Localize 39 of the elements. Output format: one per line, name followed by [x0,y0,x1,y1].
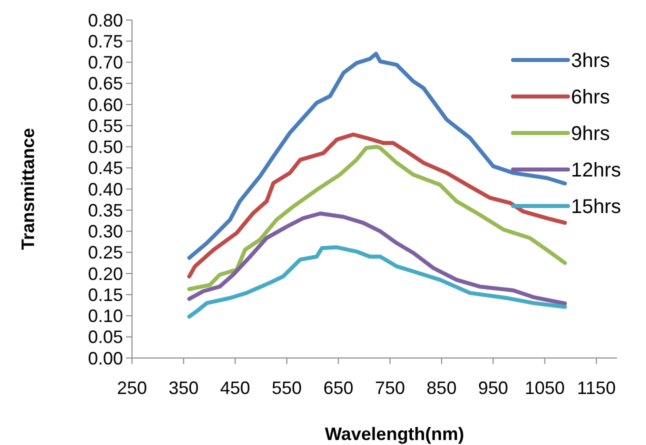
y-tick-label: 0.25 [88,242,123,263]
x-tick-label: 1050 [524,378,565,398]
y-tick-label: 0.20 [88,264,123,284]
legend-label: 12hrs [571,160,622,182]
y-tick-label: 0.70 [88,52,123,73]
line-series [187,212,567,306]
legend-label: 6hrs [571,86,610,108]
x-tick-label: 350 [168,378,199,398]
x-tick-label: 750 [374,378,405,398]
x-tick-label: 550 [272,378,302,398]
x-axis-title: Wavelength(nm) [324,424,464,444]
legend-label: 3hrs [571,50,610,72]
line-series [187,132,567,278]
x-tick-label: 850 [426,378,457,398]
y-tick-label: 0.75 [88,31,123,52]
x-tick-label: 450 [220,378,250,398]
y-tick-label: 0.35 [88,200,123,220]
y-tick-label: 0.50 [88,137,123,158]
legend-label: 15hrs [571,196,622,218]
x-tick-label: 250 [116,378,148,398]
x-tick-label: 950 [478,378,508,398]
y-tick-label: 0.40 [88,179,123,200]
y-tick-label: 0.05 [88,327,123,348]
line-series [187,245,567,319]
y-tick-label: 0.60 [88,94,123,115]
y-tick-label: 0.00 [88,348,123,368]
y-axis-title: Transmittance [18,128,38,250]
y-tick-label: 0.30 [88,222,123,242]
y-tick-label: 0.55 [88,116,123,136]
line-series [187,144,567,292]
y-tick-label: 0.45 [88,158,123,178]
x-tick-label: 650 [323,378,354,398]
line-series [187,52,567,260]
y-tick-label: 0.10 [88,306,123,326]
y-tick-label: 0.65 [88,74,123,94]
legend-label: 9hrs [571,123,610,145]
y-tick-label: 0.80 [88,10,123,30]
x-tick-label: 1150 [577,378,616,398]
y-tick-label: 0.15 [88,284,123,305]
